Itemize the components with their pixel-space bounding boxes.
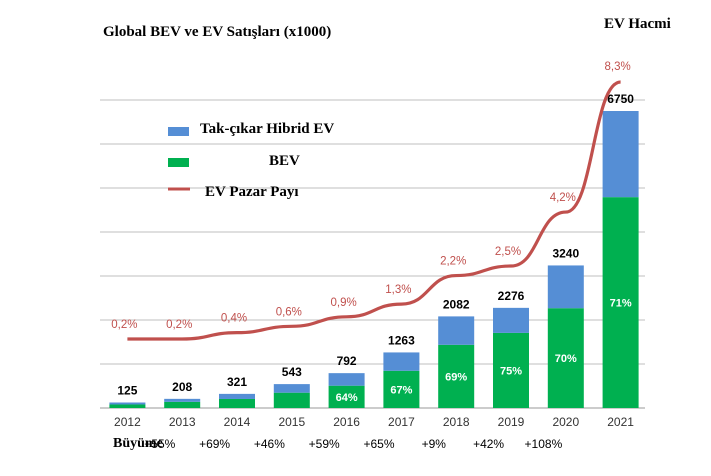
bev-share-label-2017: 67%: [390, 384, 412, 396]
x-tick-2020: 2020: [552, 415, 579, 429]
bar-bev-2018: [438, 344, 475, 408]
growth-value: +46%: [254, 437, 285, 451]
bar-phev-2016: [328, 373, 365, 386]
growth-values: +55% +69% +46% +59% +65% +9% +42% +108%: [144, 437, 562, 451]
bev-share-label-2018: 69%: [445, 371, 467, 383]
legend-swatch-phev: [168, 127, 189, 136]
growth-value: +55%: [144, 437, 175, 451]
growth-value: +59%: [309, 437, 340, 451]
bar-bev-2021: [602, 197, 639, 408]
total-label-2017: 1263: [388, 333, 415, 347]
x-tick-2014: 2014: [224, 415, 251, 429]
x-tick-2019: 2019: [498, 415, 525, 429]
total-label-2021: 6750: [607, 92, 634, 106]
bar-phev-2020: [547, 265, 584, 309]
bar-bev-2015: [273, 392, 310, 408]
growth-value: +42%: [473, 437, 504, 451]
right-axis-title: EV Hacmi: [604, 16, 671, 32]
share-label-2020: 4,2%: [550, 192, 576, 204]
growth-label: Büyüme: [113, 436, 163, 451]
bev-share-label-2019: 75%: [500, 365, 522, 377]
bar-phev-2014: [219, 393, 255, 399]
total-label-2016: 792: [337, 354, 357, 368]
total-label-2015: 543: [282, 365, 302, 379]
bar-bev-2017: [383, 370, 420, 408]
market-share-line: [127, 80, 622, 341]
bev-share-label-2021: 71%: [610, 298, 632, 310]
bar-bev-2012: [109, 404, 146, 408]
bar-phev-2013: [164, 398, 201, 402]
growth-value: +65%: [363, 437, 394, 451]
bev-share-label-2016: 64%: [336, 392, 358, 404]
x-tick-2015: 2015: [278, 415, 305, 429]
share-label-2012: 0,2%: [111, 319, 137, 331]
total-label-2014: 321: [227, 375, 247, 389]
legend-label-phev: Tak-çıkar Hibrid EV: [200, 121, 334, 137]
total-label-2013: 208: [172, 380, 192, 394]
share-label-2013: 0,2%: [166, 319, 192, 331]
share-label-2017: 1,3%: [385, 284, 411, 296]
bev-share-label-2020: 70%: [555, 353, 577, 365]
total-label-2012: 125: [117, 384, 137, 398]
chart-title: Global BEV ve EV Satışları (x1000): [103, 24, 331, 40]
share-label-2016: 0,9%: [330, 297, 356, 309]
bar-phev-2019: [493, 307, 529, 333]
growth-value: +69%: [199, 437, 230, 451]
legend-label-bev: BEV: [269, 153, 300, 169]
growth-value: +9%: [422, 437, 447, 451]
bar-bev-2016: [328, 385, 365, 408]
bar-phev-2015: [273, 384, 310, 393]
x-tick-2012: 2012: [114, 415, 141, 429]
share-label-2018: 2,2%: [440, 256, 466, 268]
legend: Tak-çıkar Hibrid EV BEV EV Pazar Payı: [168, 121, 334, 200]
bar-groups: 125 208 321 543 792 64% 1263 67% 2082 69% 2276 75% 3…: [109, 92, 639, 408]
bar-bev-2013: [164, 401, 201, 408]
gridlines: [100, 99, 645, 365]
share-label-2019: 2,5%: [495, 246, 521, 258]
bar-bev-2020: [547, 308, 584, 408]
legend-label-share: EV Pazar Payı: [205, 184, 299, 200]
share-label-2014: 0,4%: [221, 313, 247, 325]
x-tick-2013: 2013: [169, 415, 196, 429]
bar-phev-2012: [109, 402, 146, 405]
growth-value: +108%: [525, 437, 563, 451]
share-label-2021: 8,3%: [604, 61, 630, 73]
market-share-labels: 0,2% 0,2% 0,4% 0,6% 0,9% 1,3% 2,2% 2,5% 4,2% 8,3%: [111, 61, 630, 331]
total-label-2020: 3240: [552, 246, 579, 260]
total-label-2019: 2276: [498, 289, 525, 303]
x-tick-2021: 2021: [607, 415, 634, 429]
x-tick-2016: 2016: [333, 415, 360, 429]
bar-phev-2017: [383, 352, 420, 371]
x-tick-labels: 2012 2013 2014 2015 2016 2017 2018 2019 2020 2021: [114, 415, 634, 429]
bar-phev-2018: [438, 316, 475, 345]
bar-phev-2021: [602, 111, 639, 198]
x-tick-2017: 2017: [388, 415, 415, 429]
legend-swatch-bev: [168, 158, 189, 167]
total-label-2018: 2082: [443, 297, 470, 311]
x-tick-2018: 2018: [443, 415, 470, 429]
bar-bev-2019: [493, 332, 529, 408]
share-label-2015: 0,6%: [276, 306, 302, 318]
bar-bev-2014: [219, 398, 255, 408]
